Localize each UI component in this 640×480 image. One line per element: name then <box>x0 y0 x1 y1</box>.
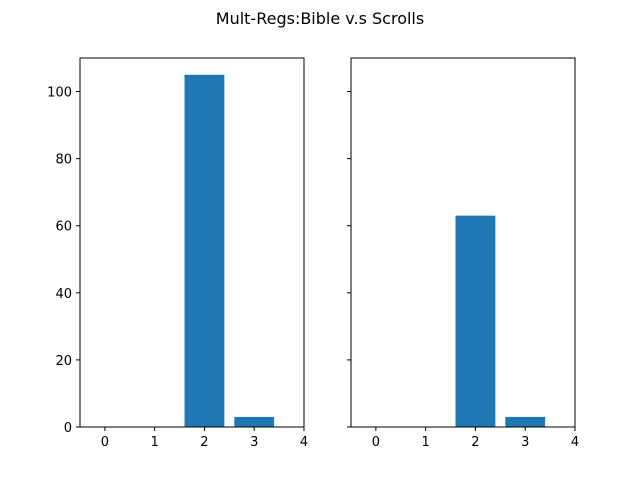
y-tick-label-40: 40 <box>55 287 72 302</box>
axes-frame-left <box>79 57 305 428</box>
x-tick-label-right-3: 3 <box>521 435 529 450</box>
x-tick-label-left-2: 2 <box>200 435 208 450</box>
x-tick-label-right-4: 4 <box>571 435 579 450</box>
x-tick-label-right-2: 2 <box>471 435 479 450</box>
bar-right-x2 <box>455 215 496 427</box>
x-tick-label-right-1: 1 <box>422 435 430 450</box>
x-tick-label-left-1: 1 <box>151 435 159 450</box>
subplot-right: 0 1 2 3 4 <box>347 57 579 450</box>
y-tick-label-20: 20 <box>55 354 72 369</box>
x-tick-label-left-4: 4 <box>300 435 308 450</box>
bar-right-x3 <box>505 416 546 427</box>
x-tick-label-right-0: 0 <box>372 435 380 450</box>
y-tick-label-100: 100 <box>47 86 72 101</box>
y-tick-label-60: 60 <box>55 220 72 235</box>
y-tick-label-80: 80 <box>55 153 72 168</box>
x-tick-label-left-0: 0 <box>101 435 109 450</box>
bar-left-x3 <box>234 416 275 427</box>
axes-frame-right <box>350 57 576 428</box>
bar-left-x2 <box>184 74 225 427</box>
chart-title: Mult-Regs:Bible v.s Scrolls <box>216 9 424 28</box>
x-tick-label-left-3: 3 <box>250 435 258 450</box>
y-tick-label-0: 0 <box>64 421 72 436</box>
